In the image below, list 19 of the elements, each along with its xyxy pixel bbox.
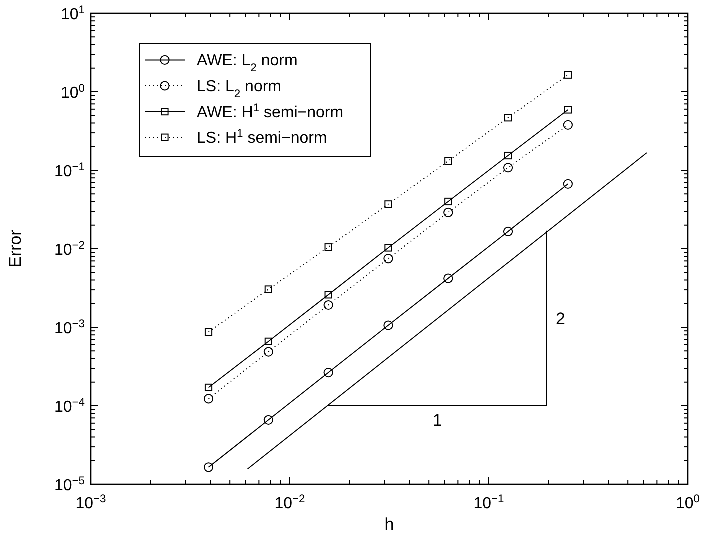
- x-tick-label: 10$^{−2}$: [274, 494, 306, 512]
- legend-label: AWE: L$_{2}$ norm: [197, 52, 298, 75]
- x-axis-title: h: [384, 515, 394, 534]
- y-tick-label: 10$^{0}$: [60, 83, 85, 102]
- legend-label: AWE: H$^{1}$ semi−norm: [197, 102, 344, 122]
- y-tick-label: 10$^{−5}$: [54, 476, 85, 494]
- y-axis-title: Error: [6, 230, 25, 268]
- legend-label: LS: H$^{1}$ semi−norm: [197, 128, 328, 148]
- x-tick-label: 10$^{0}$: [676, 494, 700, 512]
- y-tick-label: 10$^{−4}$: [54, 397, 85, 416]
- legend-label: LS: L$_{2}$ norm: [197, 78, 282, 100]
- y-tick-label: 10$^{1}$: [60, 4, 85, 24]
- annotation: 2: [556, 309, 566, 328]
- annotation: 1: [432, 411, 442, 430]
- y-tick-label: 10$^{−3}$: [54, 318, 85, 338]
- x-tick-label: 10$^{−1}$: [474, 494, 504, 512]
- y-tick-label: 10$^{−2}$: [54, 240, 85, 259]
- y-tick-label: 10$^{−1}$: [54, 162, 85, 180]
- x-tick-label: 10$^{−3}$: [76, 494, 106, 512]
